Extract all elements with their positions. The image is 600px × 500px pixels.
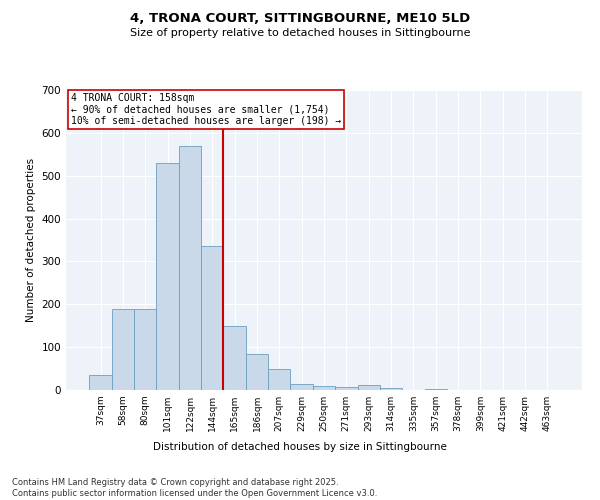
Bar	[425, 389, 447, 390]
Bar	[313, 386, 335, 390]
Text: Distribution of detached houses by size in Sittingbourne: Distribution of detached houses by size …	[153, 442, 447, 452]
Bar	[380, 388, 402, 390]
Bar	[201, 246, 223, 390]
Text: Contains HM Land Registry data © Crown copyright and database right 2025.
Contai: Contains HM Land Registry data © Crown c…	[12, 478, 377, 498]
Text: 4 TRONA COURT: 158sqm
← 90% of detached houses are smaller (1,754)
10% of semi-d: 4 TRONA COURT: 158sqm ← 90% of detached …	[71, 93, 341, 126]
Bar	[268, 368, 290, 390]
Bar	[112, 308, 134, 390]
Text: 4, TRONA COURT, SITTINGBOURNE, ME10 5LD: 4, TRONA COURT, SITTINGBOURNE, ME10 5LD	[130, 12, 470, 26]
Y-axis label: Number of detached properties: Number of detached properties	[26, 158, 36, 322]
Text: Size of property relative to detached houses in Sittingbourne: Size of property relative to detached ho…	[130, 28, 470, 38]
Bar	[157, 163, 179, 390]
Bar	[179, 146, 201, 390]
Bar	[134, 308, 157, 390]
Bar	[89, 375, 112, 390]
Bar	[223, 326, 246, 390]
Bar	[290, 384, 313, 390]
Bar	[246, 354, 268, 390]
Bar	[358, 385, 380, 390]
Bar	[335, 387, 358, 390]
